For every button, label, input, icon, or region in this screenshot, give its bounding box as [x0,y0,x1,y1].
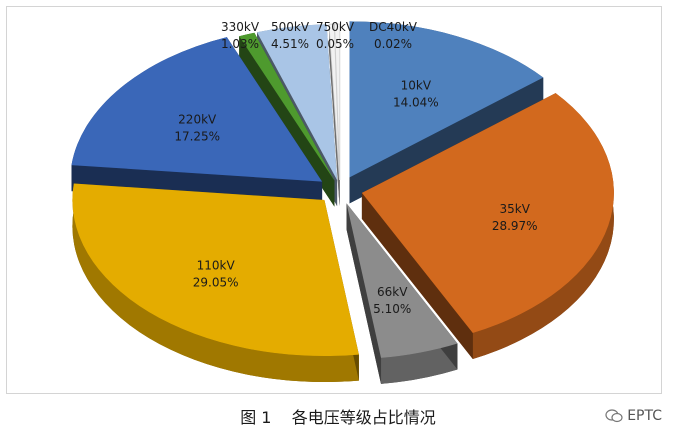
label-value-330kv: 1.03% [221,37,259,51]
label-value-66kv: 5.10% [373,302,411,316]
slice-330kv [239,32,335,181]
label-category-330kv: 330kV [221,20,260,34]
label-value-220kv: 17.25% [174,129,220,143]
slice-wall-330kv-0 [239,36,335,207]
slice-750kv [328,23,340,181]
label-value-750kv: 0.05% [316,37,354,51]
label-category-220kv: 220kV [178,112,217,126]
slice-wall-66kv-1 [346,203,382,384]
label-category-110kv: 110kV [197,259,236,273]
slice-rim-35kv [472,93,614,360]
label-value-110kv: 29.05% [193,276,239,290]
label-category-66kv: 66kV [377,285,408,299]
watermark-text: EPTC [627,408,662,424]
label-category-35kv: 35kV [499,202,530,216]
slice-wall-35kv-1 [361,192,473,360]
slice-10kv [349,21,544,178]
label-category-dc40kv: DC40kV [369,20,418,34]
wechat-icon [605,409,623,423]
slice-110kv [72,183,359,357]
watermark: EPTC [605,408,662,424]
slice-rim-110kv [72,183,359,383]
slice-500kv [257,24,338,181]
label-category-750kv: 750kV [316,20,355,34]
label-value-dc40kv: 0.02% [374,37,412,51]
slice-wall-750kv-0 [329,24,340,207]
label-category-500kv: 500kV [271,20,310,34]
slice-35kv [361,93,614,334]
label-category-10kv: 10kV [401,79,432,93]
label-value-35kv: 28.97% [492,219,538,233]
slice-wall-10kv-1 [349,77,544,204]
slice-rim-66kv [381,343,458,384]
slice-66kv [346,203,458,358]
figure-caption: 图 1 各电压等级占比情况 [240,408,436,427]
label-value-500kv: 4.51% [271,37,309,51]
label-value-10kv: 14.04% [393,96,439,110]
slice-220kv [71,37,323,182]
